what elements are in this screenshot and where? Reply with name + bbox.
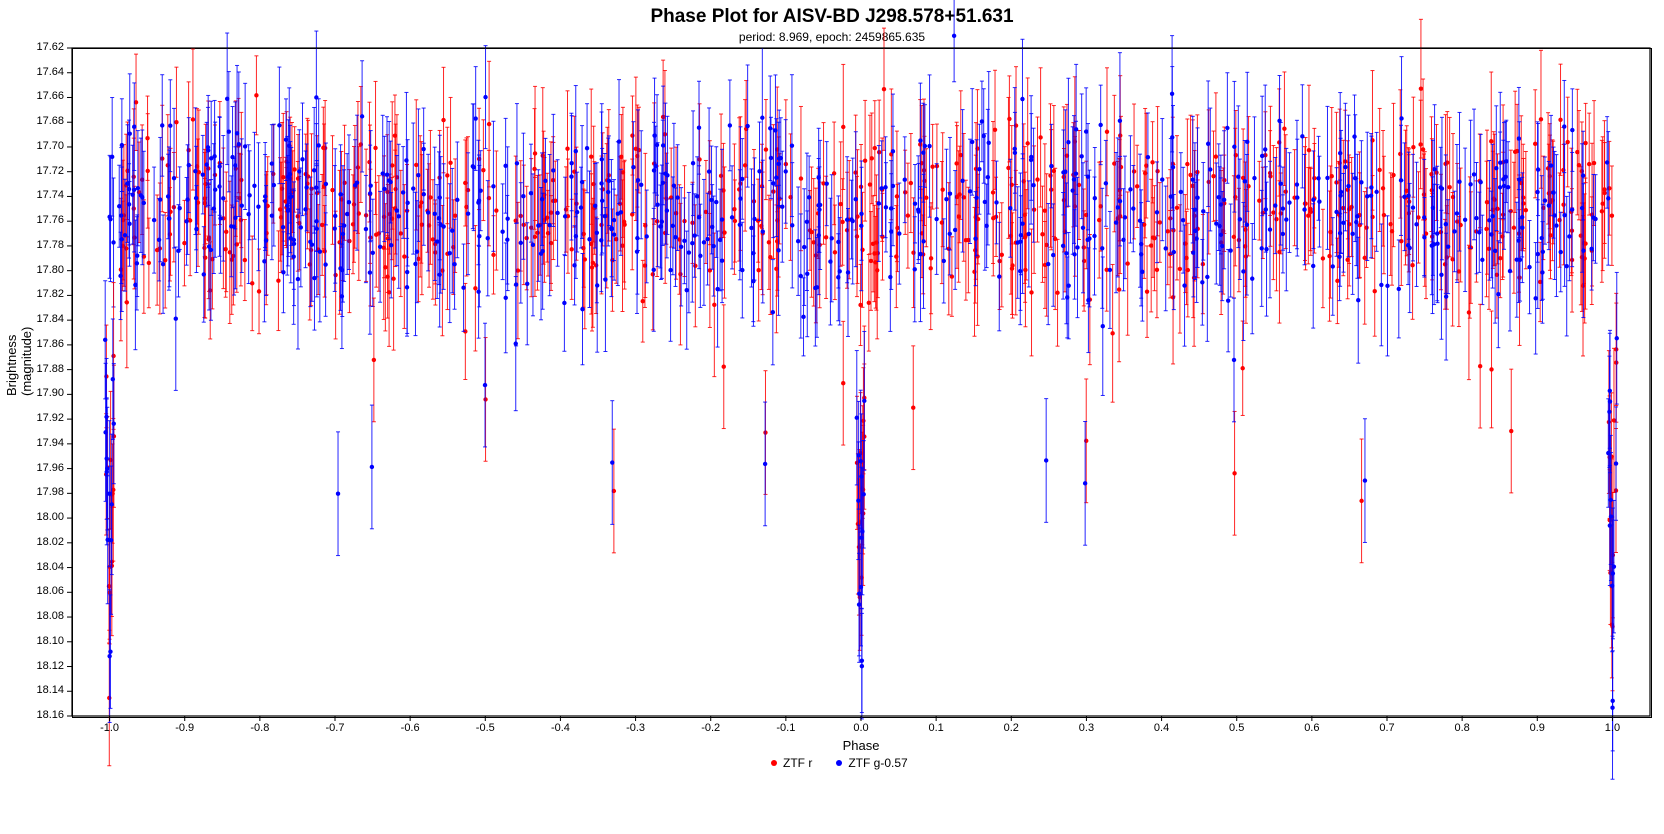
y-tick-label: 17.96 [36,462,64,474]
x-tick-label: 0.3 [1071,722,1101,734]
x-tick-label: -0.5 [470,722,500,734]
y-tick-label: 18.16 [36,709,64,721]
y-tick-label: 18.10 [36,635,64,647]
legend-marker-icon [836,760,842,766]
x-tick-label: -0.8 [245,722,275,734]
x-tick-label: -0.3 [621,722,651,734]
y-tick-label: 18.14 [36,684,64,696]
y-tick-label: 17.74 [36,189,64,201]
y-tick-label: 17.70 [36,140,64,152]
y-tick-label: 18.00 [36,511,64,523]
y-tick-label: 17.86 [36,338,64,350]
x-tick-label: 0.7 [1372,722,1402,734]
x-tick-label: -0.6 [395,722,425,734]
y-tick-label: 18.04 [36,561,64,573]
x-tick-label: 0.9 [1522,722,1552,734]
legend: ZTF r ZTF g-0.57 [771,756,908,770]
y-tick-label: 17.90 [36,387,64,399]
x-tick-label: 0.0 [846,722,876,734]
x-tick-label: -1.0 [95,722,125,734]
y-tick-label: 18.08 [36,610,64,622]
y-tick-label: 17.72 [36,165,64,177]
y-tick-label: 17.88 [36,363,64,375]
x-tick-label: -0.2 [696,722,726,734]
phase-plot-container: Phase Plot for AISV-BD J298.578+51.631 p… [0,0,1664,834]
x-tick-label: 0.8 [1447,722,1477,734]
y-tick-label: 17.64 [36,66,64,78]
x-tick-label: 0.2 [996,722,1026,734]
y-tick-label: 17.76 [36,214,64,226]
y-tick-label: 18.12 [36,660,64,672]
y-tick-label: 17.66 [36,90,64,102]
y-tick-label: 17.94 [36,437,64,449]
y-tick-label: 17.62 [36,41,64,53]
legend-label: ZTF r [783,756,812,770]
x-tick-label: 0.4 [1147,722,1177,734]
data-layer [0,0,1664,834]
y-tick-label: 17.78 [36,239,64,251]
x-tick-label: 1.0 [1597,722,1627,734]
legend-marker-icon [771,760,777,766]
y-axis-label: Brightness (magnitude) [4,368,34,396]
legend-label: ZTF g-0.57 [848,756,907,770]
y-tick-label: 17.98 [36,486,64,498]
x-tick-label: -0.9 [170,722,200,734]
x-tick-label: -0.1 [771,722,801,734]
y-tick-label: 17.80 [36,264,64,276]
y-tick-label: 17.92 [36,412,64,424]
y-tick-label: 17.68 [36,115,64,127]
x-tick-label: -0.7 [320,722,350,734]
x-axis-label: Phase [72,738,1650,753]
y-tick-label: 17.84 [36,313,64,325]
x-tick-label: 0.1 [921,722,951,734]
legend-item: ZTF g-0.57 [836,756,907,770]
x-tick-label: 0.5 [1222,722,1252,734]
y-tick-label: 17.82 [36,288,64,300]
y-tick-label: 18.02 [36,536,64,548]
legend-item: ZTF r [771,756,812,770]
x-tick-label: 0.6 [1297,722,1327,734]
x-tick-label: -0.4 [545,722,575,734]
y-tick-label: 18.06 [36,585,64,597]
